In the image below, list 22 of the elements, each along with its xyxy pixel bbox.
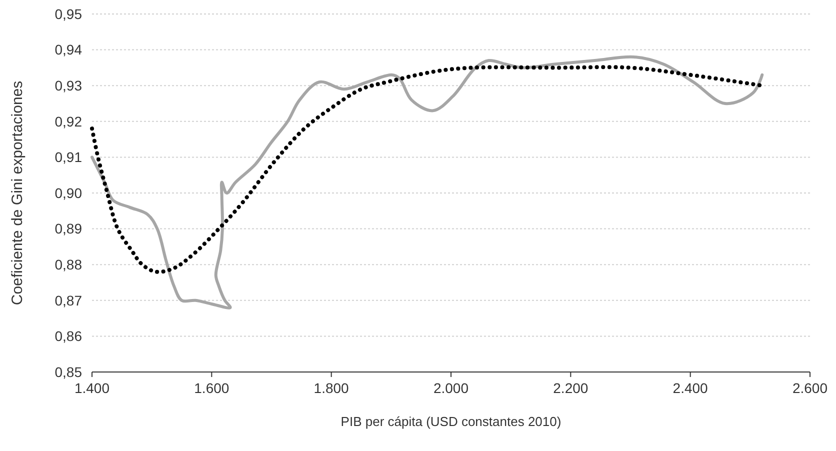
x-tick-label: 2.400 [672, 380, 708, 396]
y-tick-label: 0,87 [54, 292, 82, 308]
y-tick-label: 0,92 [54, 113, 82, 130]
y-tick-label: 0,88 [54, 256, 82, 272]
y-tick-label: 0,94 [54, 42, 82, 58]
y-tick-label: 0,95 [54, 6, 82, 22]
x-axis-title: PIB per cápita (USD constantes 2010) [340, 414, 562, 429]
y-tick-label: 0,85 [54, 364, 82, 380]
x-tick-label: 1.600 [194, 380, 230, 396]
y-axis-title: Coeficiente de Gini exportaciones [9, 80, 26, 306]
x-tick-label: 2.600 [792, 380, 828, 396]
x-tick-label: 2.000 [433, 380, 469, 396]
y-tick-label: 0,90 [54, 184, 82, 201]
line-series [90, 55, 764, 310]
y-tick-label: 0,91 [54, 149, 82, 166]
x-tick-label: 1.800 [314, 380, 350, 396]
x-tick-label: 1.400 [74, 380, 110, 396]
x-tick-label: 2.200 [553, 380, 588, 396]
y-tick-label: 0,86 [54, 328, 82, 344]
y-tick-label: 0,89 [54, 220, 82, 237]
line-series [90, 65, 764, 274]
y-tick-label: 0,93 [54, 78, 82, 94]
